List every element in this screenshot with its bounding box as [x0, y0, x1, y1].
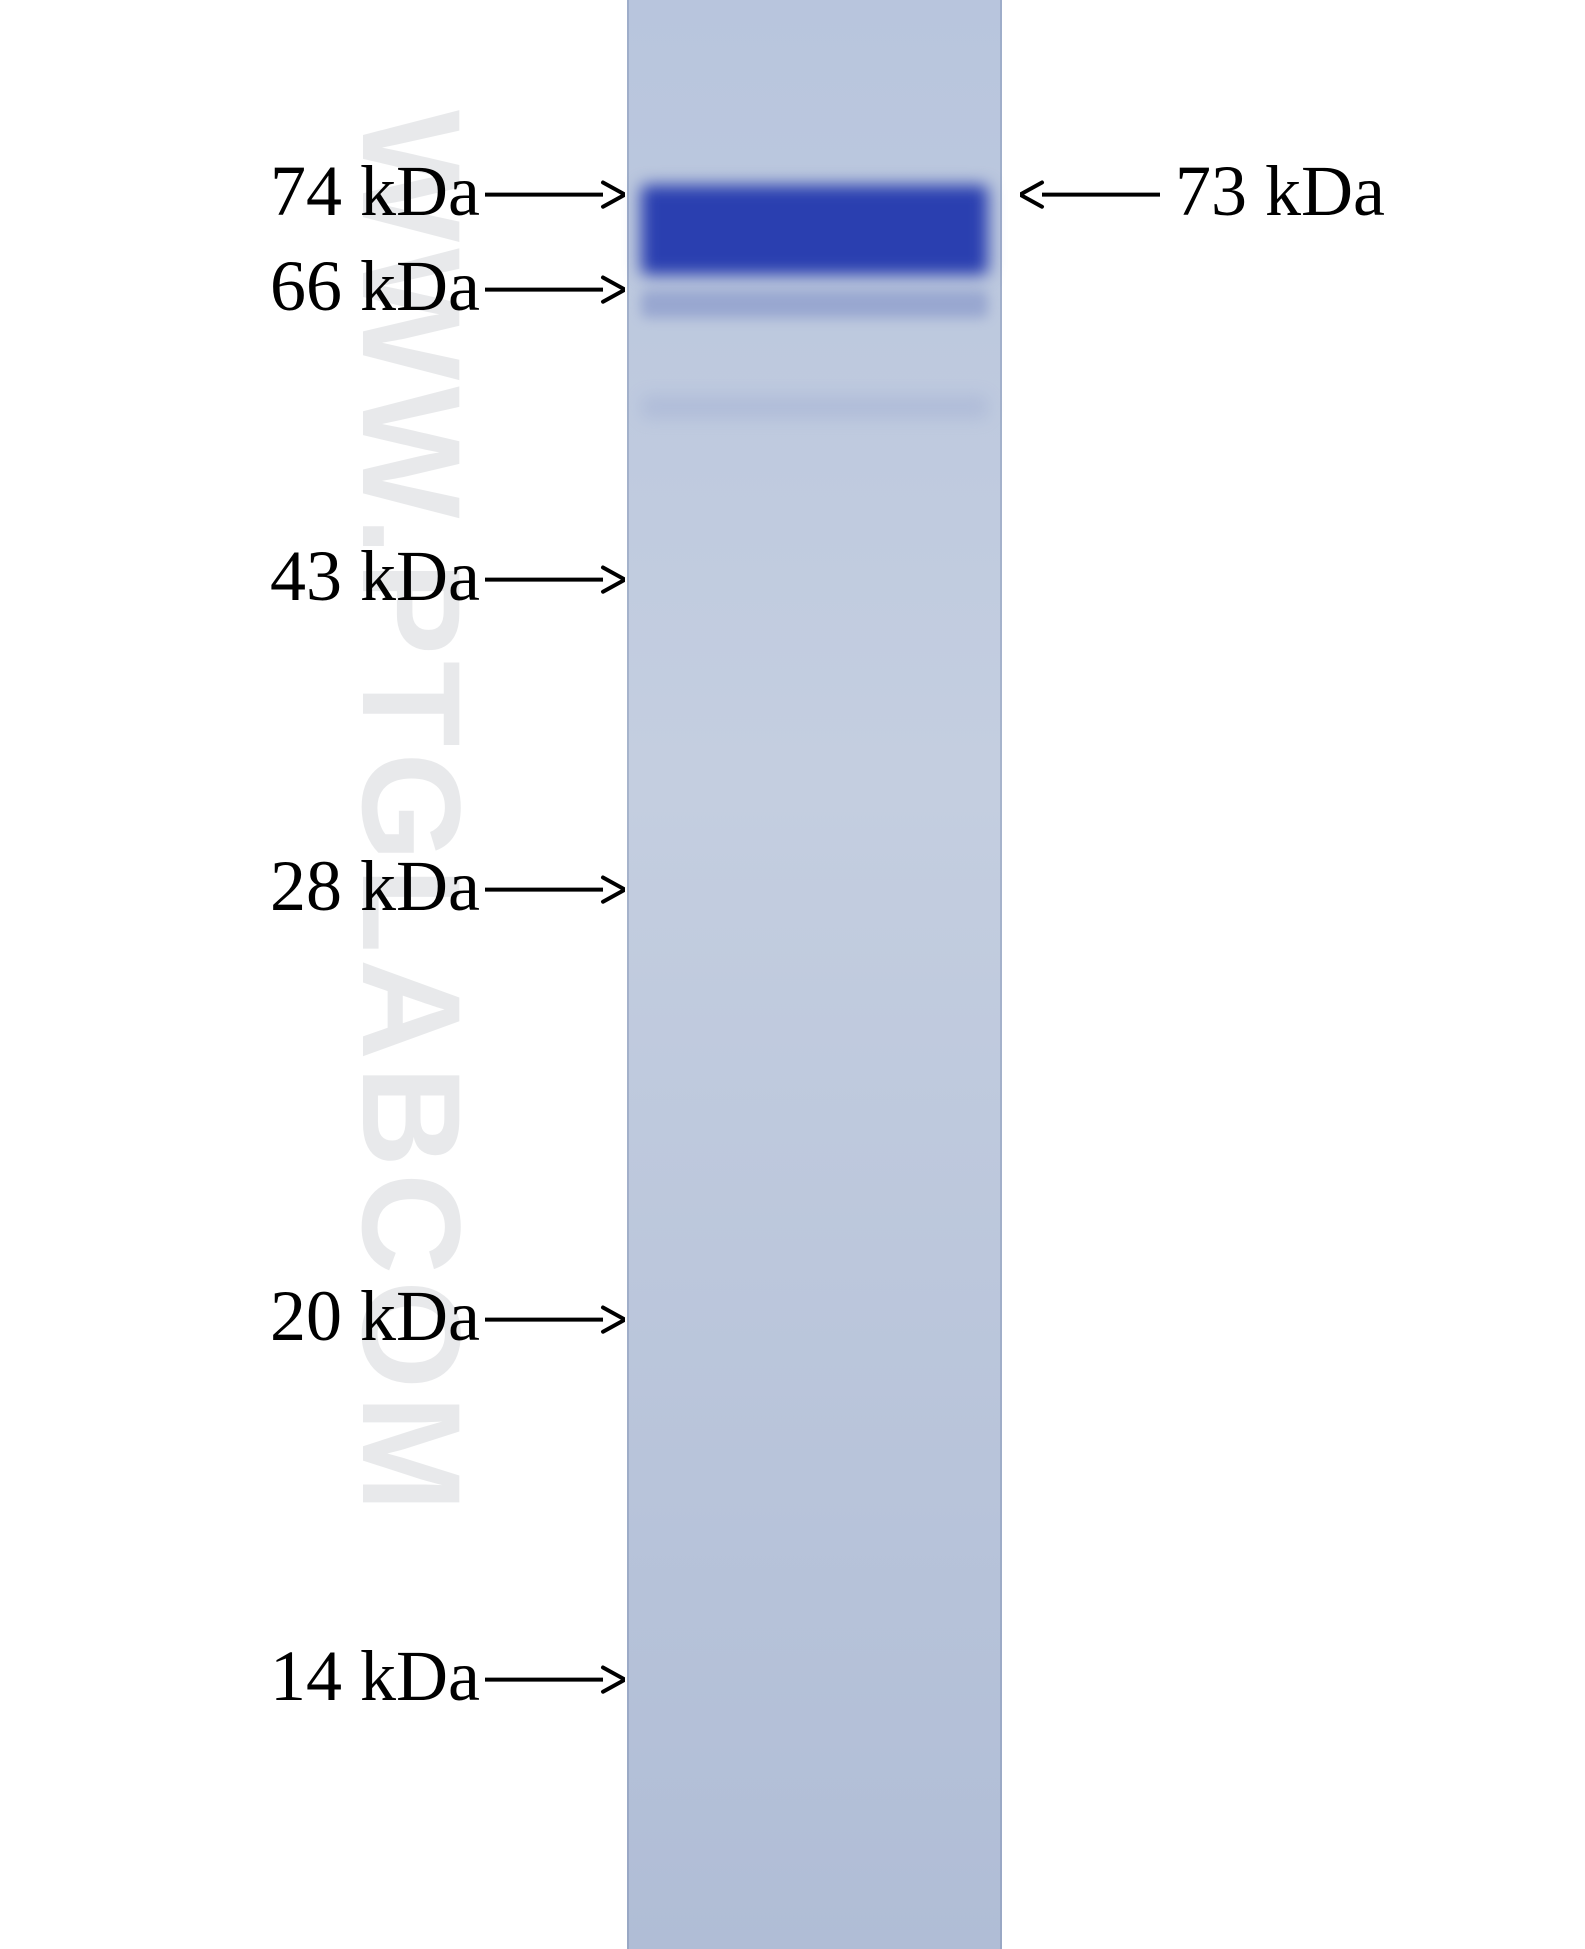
- arrow-right-icon: [485, 1662, 625, 1697]
- marker-label: 66 kDa: [270, 245, 480, 328]
- arrow-left-icon: [1020, 177, 1160, 212]
- faint-band-mid: [641, 395, 988, 419]
- gel-figure: WWW.PTGLABCOM 74 kDa 66 kDa 43 kDa 28 kD…: [0, 0, 1585, 1949]
- marker-label: 14 kDa: [270, 1635, 480, 1718]
- arrow-right-icon: [485, 1302, 625, 1337]
- arrow-right-icon: [485, 177, 625, 212]
- marker-label: 20 kDa: [270, 1275, 480, 1358]
- watermark-text: WWW.PTGLABCOM: [330, 110, 492, 1770]
- arrow-right-icon: [485, 272, 625, 307]
- marker-label: 28 kDa: [270, 845, 480, 928]
- marker-label: 43 kDa: [270, 535, 480, 618]
- arrow-right-icon: [485, 562, 625, 597]
- marker-label: 74 kDa: [270, 150, 480, 233]
- arrow-right-icon: [485, 872, 625, 907]
- main-band-73kda: [641, 185, 988, 275]
- target-label: 73 kDa: [1175, 150, 1385, 233]
- faint-band-66kda: [641, 290, 988, 318]
